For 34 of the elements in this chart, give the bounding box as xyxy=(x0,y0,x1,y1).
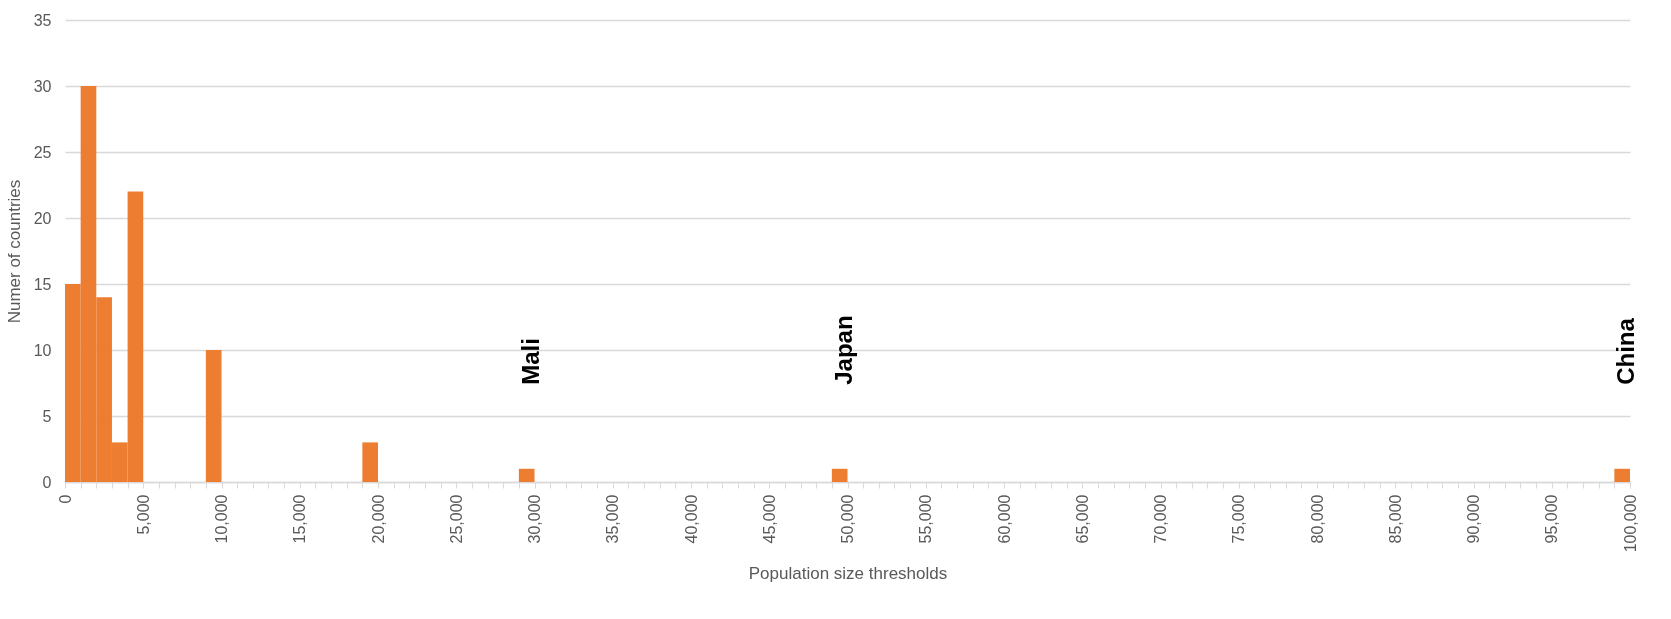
x-tick-label: 100,000 xyxy=(1621,494,1639,553)
x-tick-label: 0 xyxy=(56,494,74,504)
x-tick-label: 85,000 xyxy=(1386,494,1404,544)
annotation: China xyxy=(1612,317,1639,385)
x-tick-label: 5,000 xyxy=(134,494,152,535)
x-tick-label: 60,000 xyxy=(995,494,1013,544)
x-tick-label: 50,000 xyxy=(839,494,856,544)
x-tick-label: 75,000 xyxy=(1230,494,1248,544)
y-tick-label: 30 xyxy=(33,77,52,95)
x-tick-label: 15,000 xyxy=(291,494,309,544)
x-tick-label: 30,000 xyxy=(526,494,543,544)
x-tick-label: 25,000 xyxy=(447,494,465,544)
x-axis-title: Population size thresholds xyxy=(748,564,948,584)
y-tick-label: 35 xyxy=(33,11,52,29)
y-tick-label: 15 xyxy=(33,275,52,293)
x-tick-label: 10,000 xyxy=(213,494,230,544)
x-tick-label: 55,000 xyxy=(917,494,935,544)
y-tick-label: 5 xyxy=(42,407,52,425)
x-tick-label: 90,000 xyxy=(1465,494,1482,544)
annotation: Mali xyxy=(516,338,544,385)
y-axis-title: Numer of countries xyxy=(4,179,24,324)
annotation: Japan xyxy=(829,315,857,385)
y-tick-label: 0 xyxy=(42,473,52,491)
x-tick-label: 20,000 xyxy=(369,494,387,544)
x-tick-label: 45,000 xyxy=(760,494,778,544)
x-tick-label: 70,000 xyxy=(1152,494,1169,544)
x-tick-label: 40,000 xyxy=(682,494,700,544)
x-tick-label: 80,000 xyxy=(1308,494,1326,544)
y-tick-label: 10 xyxy=(33,341,52,359)
x-tick-label: 35,000 xyxy=(604,494,622,544)
y-tick-label: 20 xyxy=(33,209,52,227)
x-tick-label: 95,000 xyxy=(1543,494,1561,544)
y-tick-label: 25 xyxy=(33,143,52,161)
x-tick-label: 65,000 xyxy=(1073,494,1091,544)
